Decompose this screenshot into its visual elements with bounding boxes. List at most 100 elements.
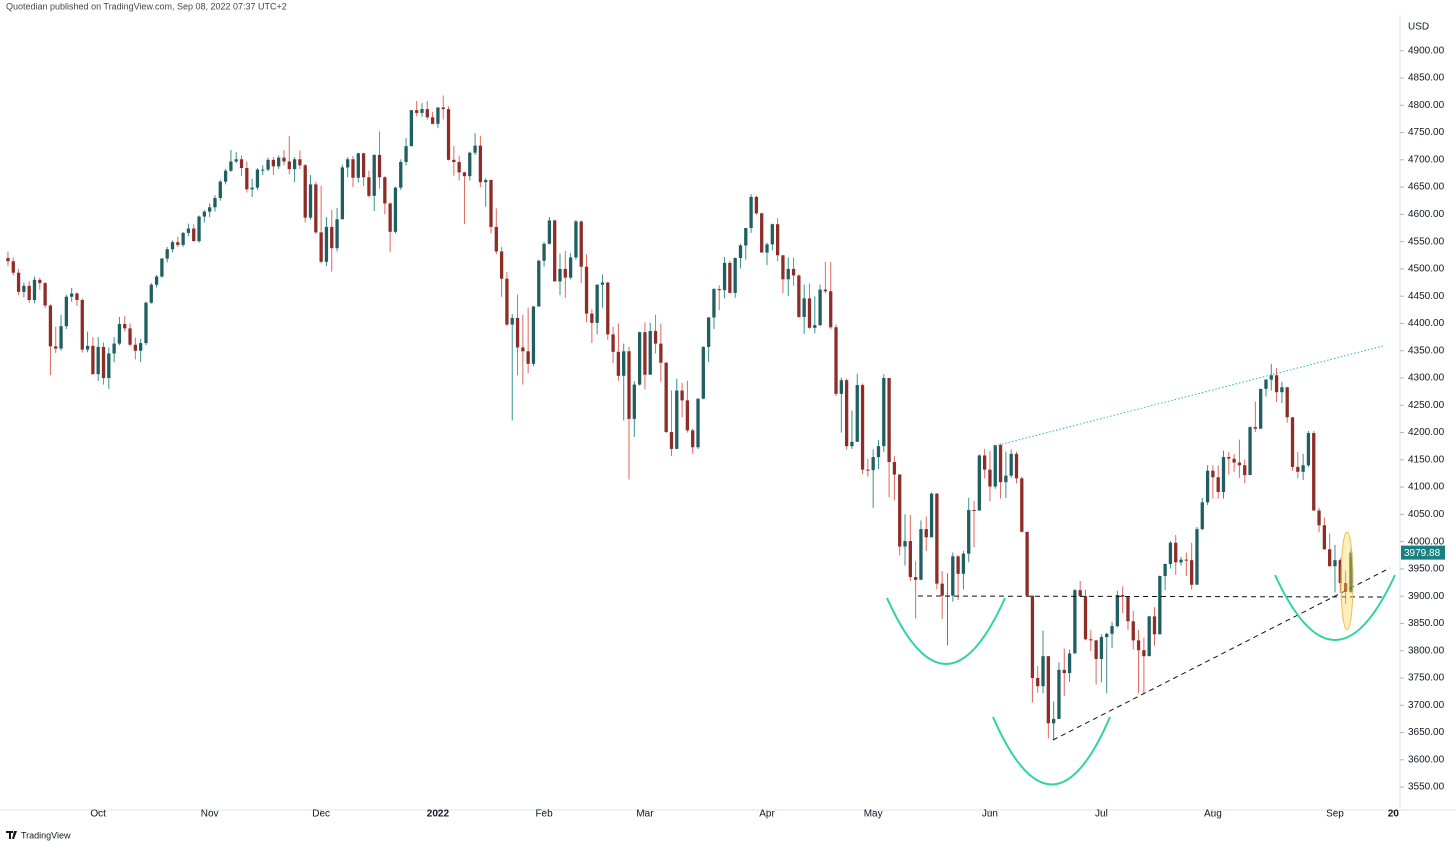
candle-body	[6, 258, 10, 262]
candle-body	[1046, 656, 1050, 724]
candle-body	[887, 378, 891, 462]
candle-body	[829, 291, 833, 328]
candle-body	[1036, 678, 1040, 687]
candle-body	[1312, 433, 1316, 511]
candle-body	[1057, 669, 1061, 719]
candle-body	[903, 541, 907, 547]
candle-body	[664, 362, 668, 432]
trend-line	[1052, 567, 1391, 741]
candle-body	[595, 284, 599, 323]
candle-body	[43, 283, 47, 306]
candle-body	[144, 302, 148, 344]
right-shoulder-arc	[1274, 574, 1396, 641]
candle-body	[882, 378, 886, 447]
candle-body	[590, 313, 594, 323]
candle-body	[722, 262, 727, 291]
candle-body	[951, 556, 955, 596]
y-tick-label: 4300.00	[1408, 373, 1445, 384]
candle-body	[1205, 470, 1210, 503]
header: Quotedian published on TradingView.com, …	[6, 1, 287, 11]
candle-body	[616, 351, 621, 376]
candle-body	[383, 177, 387, 204]
candle-body	[542, 243, 546, 261]
y-tick-label: 3850.00	[1408, 618, 1445, 629]
candle-body	[728, 262, 732, 293]
candle-body	[446, 109, 451, 160]
candle-body	[101, 346, 106, 378]
y-tick-label: 4150.00	[1408, 454, 1445, 465]
candle-body	[388, 203, 392, 232]
candle-body	[558, 268, 562, 282]
candle-body	[96, 346, 100, 375]
candle-body	[11, 261, 15, 273]
candle-body	[234, 159, 238, 162]
candle-body	[515, 318, 520, 348]
highlight	[1340, 531, 1354, 631]
candle-body	[680, 390, 684, 401]
candle-body	[186, 228, 191, 233]
candle-body	[303, 165, 307, 218]
candle-body	[1237, 462, 1242, 466]
y-tick-label: 4550.00	[1408, 236, 1445, 247]
y-tick-label: 4000.00	[1408, 536, 1445, 547]
candle-body	[1301, 465, 1305, 472]
x-tick-label: Jun	[982, 809, 998, 820]
candle-body	[1099, 637, 1104, 659]
candle-body	[1285, 387, 1289, 418]
candle-body	[1041, 656, 1045, 687]
candle-body	[22, 285, 26, 292]
candle-body	[356, 153, 360, 178]
candle-body	[648, 331, 652, 375]
y-tick-label: 4100.00	[1408, 482, 1445, 493]
candle-body	[271, 159, 276, 167]
x-tick-label: Mar	[636, 809, 654, 820]
y-tick-label: 4450.00	[1408, 291, 1445, 302]
candle-body	[80, 300, 84, 350]
x-tick-label: Nov	[201, 809, 219, 820]
candle-body	[478, 145, 483, 183]
candle-body	[855, 385, 859, 442]
candle-body	[340, 167, 345, 220]
candle-body	[1110, 626, 1114, 634]
candle-body	[27, 285, 31, 300]
x-tick-label: Aug	[1204, 809, 1222, 820]
y-tick-label: 4050.00	[1408, 509, 1445, 520]
candle-body	[696, 398, 700, 448]
candle-body	[892, 462, 897, 475]
x-tick-label: Apr	[759, 809, 775, 820]
candle-body	[213, 198, 217, 208]
candle-body	[839, 380, 843, 394]
candle-body	[653, 331, 658, 344]
candle-body	[813, 325, 817, 328]
candle-body	[1195, 529, 1199, 585]
y-tick-label: 4500.00	[1408, 264, 1445, 275]
candle-body	[924, 529, 928, 538]
candle-body	[775, 224, 780, 256]
candle-body	[1243, 465, 1247, 476]
candle-body	[744, 228, 748, 246]
y-tick-label: 3800.00	[1408, 645, 1445, 656]
candle-body	[940, 583, 944, 596]
candle-body	[505, 278, 509, 325]
candle-body	[1333, 560, 1337, 567]
candle-body	[1317, 510, 1321, 526]
candle-body	[627, 351, 631, 419]
candle-body	[637, 332, 642, 385]
candle-body	[1014, 453, 1019, 479]
candle-body	[468, 152, 472, 177]
footer-text: TradingView	[21, 830, 71, 840]
candle-body	[1025, 531, 1029, 596]
candle-body	[170, 242, 175, 250]
candle-body	[807, 298, 812, 328]
candle-body	[765, 244, 769, 253]
candle-body	[1274, 375, 1279, 393]
candle-body	[1322, 525, 1327, 550]
candle-body	[255, 169, 260, 188]
candle-body	[457, 162, 461, 173]
candle-body	[277, 157, 281, 167]
candle-body	[149, 284, 153, 303]
candle-body	[436, 107, 440, 124]
candle-body	[489, 180, 493, 227]
candle-body	[584, 266, 589, 314]
